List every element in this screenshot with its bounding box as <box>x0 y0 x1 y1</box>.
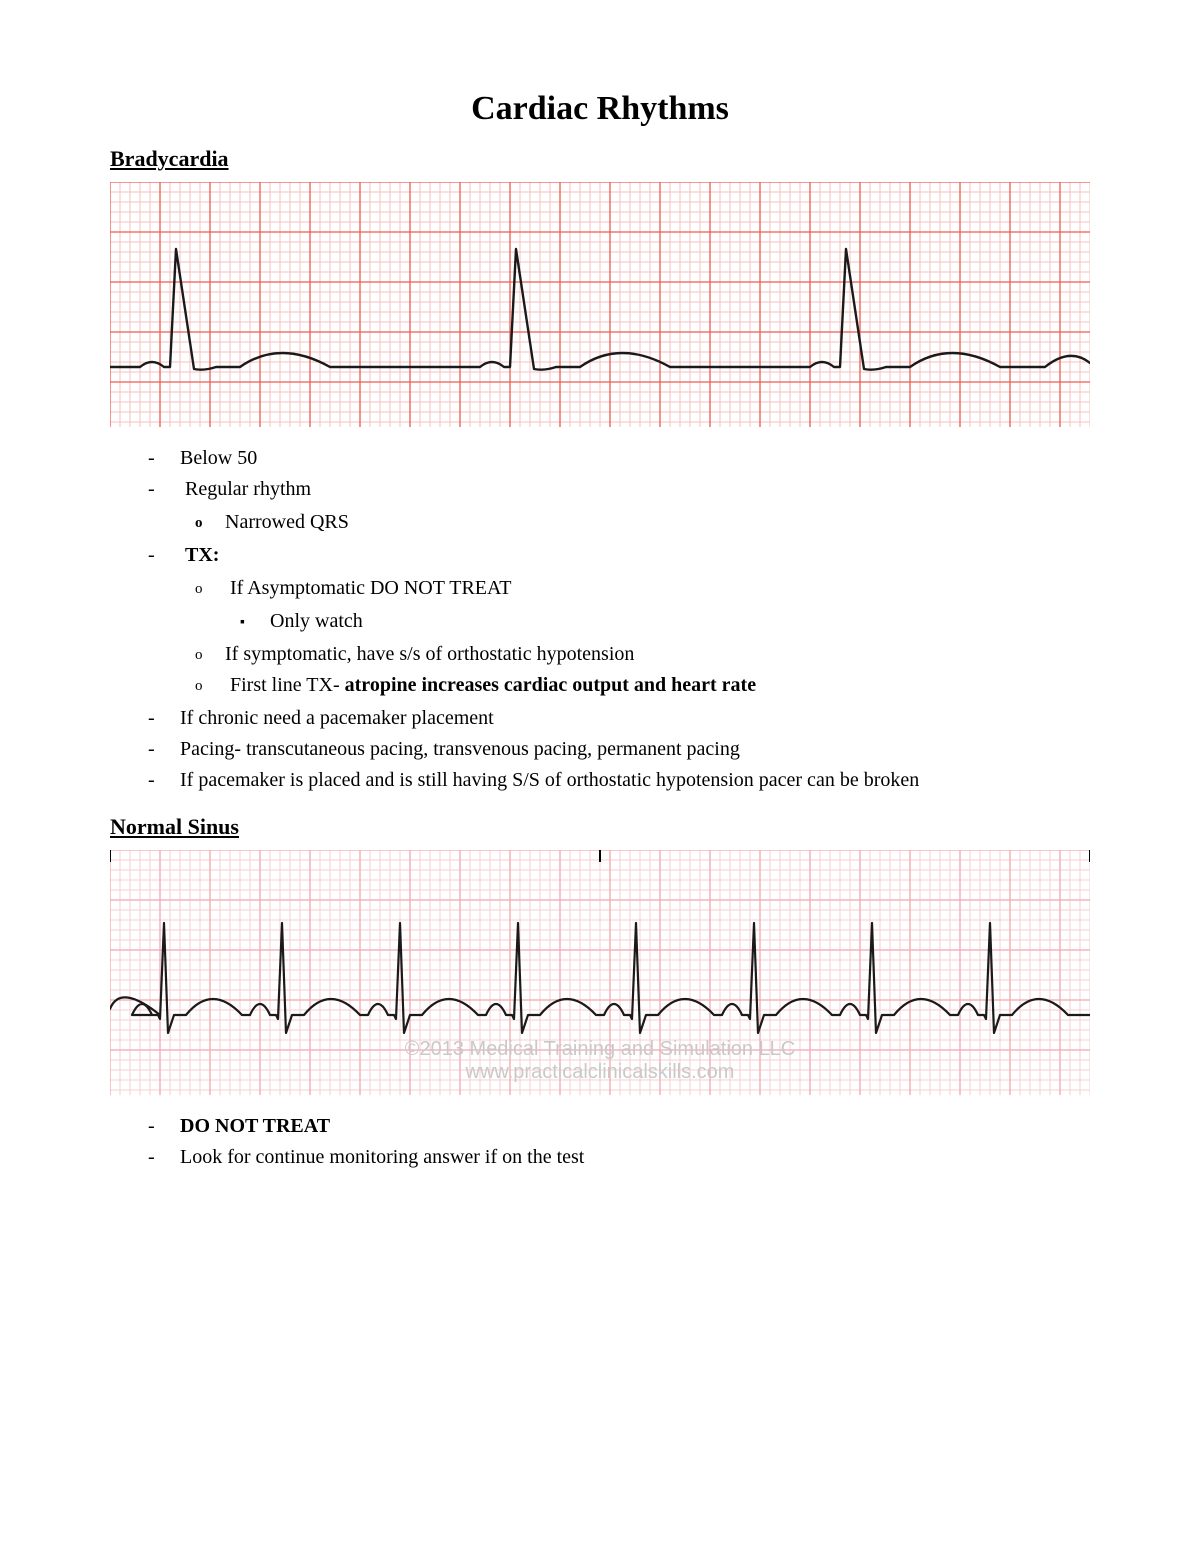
bullet: Pacing- transcutaneous pacing, transveno… <box>180 734 1090 765</box>
bullet-bold: DO NOT TREAT <box>180 1115 330 1137</box>
bullet: DO NOT TREAT <box>180 1111 1090 1142</box>
section-heading-normal-sinus: Normal Sinus <box>110 814 1090 840</box>
tx-bold: atropine increases cardiac output and he… <box>345 674 756 696</box>
page-title: Cardiac Rhythms <box>110 90 1090 128</box>
svg-text:www.practicalclinicalskills.co: www.practicalclinicalskills.com <box>465 1061 735 1083</box>
bullet: Look for continue monitoring answer if o… <box>180 1142 1090 1173</box>
sub-bullet: Narrowed QRS <box>225 507 1090 538</box>
tx-sublist: Only watch <box>225 606 1090 637</box>
bullet: If pacemaker is placed and is still havi… <box>180 765 1090 796</box>
bullet: Regular rhythm Narrowed QRS <box>180 474 1090 538</box>
tx-prefix: First line TX- <box>230 674 345 696</box>
section-heading-bradycardia: Bradycardia <box>110 146 1090 172</box>
ecg-normal-sinus: ©2013 Medical Training and Simulation LL… <box>110 850 1090 1095</box>
sublist: Narrowed QRS <box>180 507 1090 538</box>
bullet-text: Regular rhythm <box>185 478 311 500</box>
svg-text:©2013 Medical Training and Sim: ©2013 Medical Training and Simulation LL… <box>405 1038 796 1060</box>
tx-list: If Asymptomatic DO NOT TREAT Only watch … <box>180 573 1090 701</box>
bradycardia-notes: Below 50 Regular rhythm Narrowed QRS TX:… <box>110 443 1090 796</box>
ecg-bradycardia <box>110 182 1090 427</box>
normal-sinus-notes: DO NOT TREAT Look for continue monitorin… <box>110 1111 1090 1173</box>
tx-item: If symptomatic, have s/s of orthostatic … <box>225 639 1090 670</box>
ecg-bradycardia-svg <box>110 182 1090 427</box>
bullet: If chronic need a pacemaker placement <box>180 703 1090 734</box>
tx-label: TX: <box>185 544 219 566</box>
tx-sub-item: Only watch <box>270 606 1090 637</box>
bullet: Below 50 <box>180 443 1090 474</box>
tx-text: If Asymptomatic DO NOT TREAT <box>230 577 511 599</box>
bullet-tx: TX: If Asymptomatic DO NOT TREAT Only wa… <box>180 540 1090 701</box>
page: Cardiac Rhythms Bradycardia Below 50 Reg… <box>0 0 1200 1553</box>
ecg-normal-sinus-svg: ©2013 Medical Training and Simulation LL… <box>110 850 1090 1095</box>
tx-item: First line TX- atropine increases cardia… <box>225 670 1090 701</box>
tx-item: If Asymptomatic DO NOT TREAT Only watch <box>225 573 1090 637</box>
